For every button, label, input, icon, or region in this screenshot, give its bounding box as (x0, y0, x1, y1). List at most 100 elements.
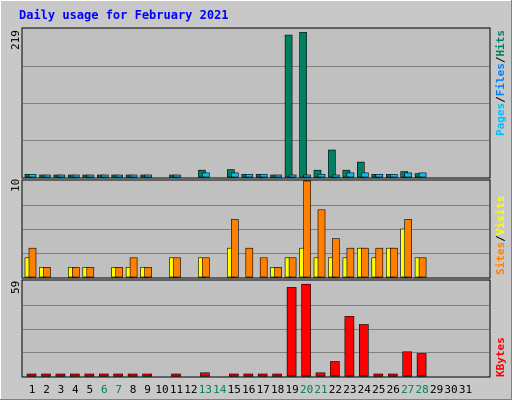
day-label: 10 (155, 383, 168, 396)
daily-files-bar (202, 172, 210, 178)
day-label: 28 (415, 383, 428, 396)
day-label: 12 (184, 383, 197, 396)
day-label: 8 (130, 383, 137, 396)
x-axis-day-labels: 1 2 3 4 5 6 7 8 9 10 11 12 13 14 15 16 17 18 19 20 21 22 23 24 2… (29, 383, 472, 396)
day-label: 21 (314, 383, 327, 396)
daily-files-bar (288, 174, 297, 178)
legend-sep: / (494, 96, 507, 103)
daily-kbytes-bar (229, 373, 239, 377)
daily-files-bar (274, 174, 282, 178)
daily-sites-bar (43, 267, 51, 278)
daily-kbytes-bar (26, 373, 37, 377)
chart-title: Daily usage for February 2021 (19, 8, 229, 22)
daily-kbytes-bar (243, 373, 254, 377)
day-label: 18 (271, 383, 284, 396)
daily-files-bar (259, 174, 268, 178)
day-label: 25 (372, 383, 385, 396)
legend-hits: Hits (494, 30, 507, 57)
daily-hits-bar (356, 161, 365, 178)
day-label: 9 (144, 383, 151, 396)
daily-files-bar (129, 174, 138, 178)
day-label: 24 (358, 383, 372, 396)
daily-kbytes-bar (315, 372, 326, 377)
daily-kbytes-bar (70, 373, 80, 377)
day-label: 4 (72, 383, 79, 396)
daily-kbytes-bar (416, 353, 427, 377)
day-label: 15 (228, 383, 241, 396)
daily-files-bar (317, 174, 326, 178)
daily-kbytes-bar (142, 373, 152, 377)
hits-files-pages-panel (21, 27, 491, 179)
daily-sites-bar (86, 267, 95, 278)
day-label: 16 (242, 383, 255, 396)
legend-kbytes: KBytes (494, 337, 507, 377)
daily-sites-bar (288, 257, 297, 278)
day-label: 20 (300, 383, 313, 396)
daily-sites-bar (231, 219, 239, 278)
daily-files-bar (303, 174, 311, 178)
daily-sites-bar (259, 257, 268, 278)
daily-files-bar (101, 174, 109, 178)
legend-visits: Visits (494, 196, 507, 236)
daily-files-bar (173, 174, 181, 178)
day-label: 19 (285, 383, 298, 396)
daily-hits-bar (328, 149, 336, 178)
daily-files-bar (389, 174, 398, 178)
daily-kbytes-bar (402, 351, 413, 377)
day-label: 1 (29, 383, 36, 396)
day-label: 26 (387, 383, 400, 396)
daily-hits-bar (299, 32, 307, 178)
day-label: 2 (43, 383, 50, 396)
day-label: 13 (199, 383, 212, 396)
daily-sites-bar (332, 238, 340, 278)
daily-kbytes-bar (55, 373, 66, 377)
daily-sites-bar (346, 247, 355, 278)
daily-files-bar (144, 174, 152, 178)
daily-kbytes-bar (373, 373, 384, 377)
daily-files-bar (43, 174, 51, 178)
top-panel-ymax-label: 219 (9, 30, 22, 50)
daily-sites-bar (360, 247, 369, 278)
legend-sites: Sites (494, 242, 507, 275)
day-label: 30 (444, 383, 457, 396)
daily-kbytes-bar (387, 373, 398, 377)
daily-sites-bar (418, 257, 427, 278)
mid-panel-ymax-label: 10 (9, 179, 22, 192)
daily-kbytes-bar (41, 373, 51, 377)
daily-kbytes-bar (113, 373, 123, 377)
daily-files-bar (418, 172, 427, 178)
kbytes-panel (21, 279, 491, 378)
day-label: 22 (329, 383, 342, 396)
visits-sites-panel (21, 179, 491, 279)
daily-kbytes-bar (127, 373, 138, 377)
daily-kbytes-bar (200, 372, 210, 377)
daily-kbytes-bar (301, 283, 311, 377)
daily-sites-bar (202, 257, 210, 278)
daily-kbytes-bar (171, 373, 181, 377)
daily-sites-bar (389, 247, 398, 278)
mid-panel-legend: Sites/Visits (494, 196, 507, 276)
daily-sites-bar (129, 257, 138, 278)
day-label: 23 (343, 383, 356, 396)
daily-kbytes-bar (358, 324, 369, 377)
daily-kbytes-bar (257, 373, 268, 377)
daily-sites-bar (404, 219, 413, 278)
daily-sites-bar (375, 247, 384, 278)
top-panel-legend: Pages/Files/Hits (494, 30, 507, 136)
day-label: 3 (58, 383, 65, 396)
day-label: 14 (213, 383, 227, 396)
daily-sites-bar (115, 267, 123, 278)
daily-kbytes-bar (344, 316, 355, 377)
daily-files-bar (245, 174, 254, 178)
day-label: 11 (170, 383, 183, 396)
daily-files-bar (346, 172, 355, 178)
daily-files-bar (28, 174, 37, 178)
bot-panel-ymax-label: 59 (9, 281, 22, 294)
day-label: 7 (115, 383, 122, 396)
day-label: 31 (459, 383, 472, 396)
day-label: 17 (257, 383, 270, 396)
daily-files-bar (115, 174, 123, 178)
daily-kbytes-bar (99, 373, 109, 377)
daily-files-bar (404, 172, 413, 178)
